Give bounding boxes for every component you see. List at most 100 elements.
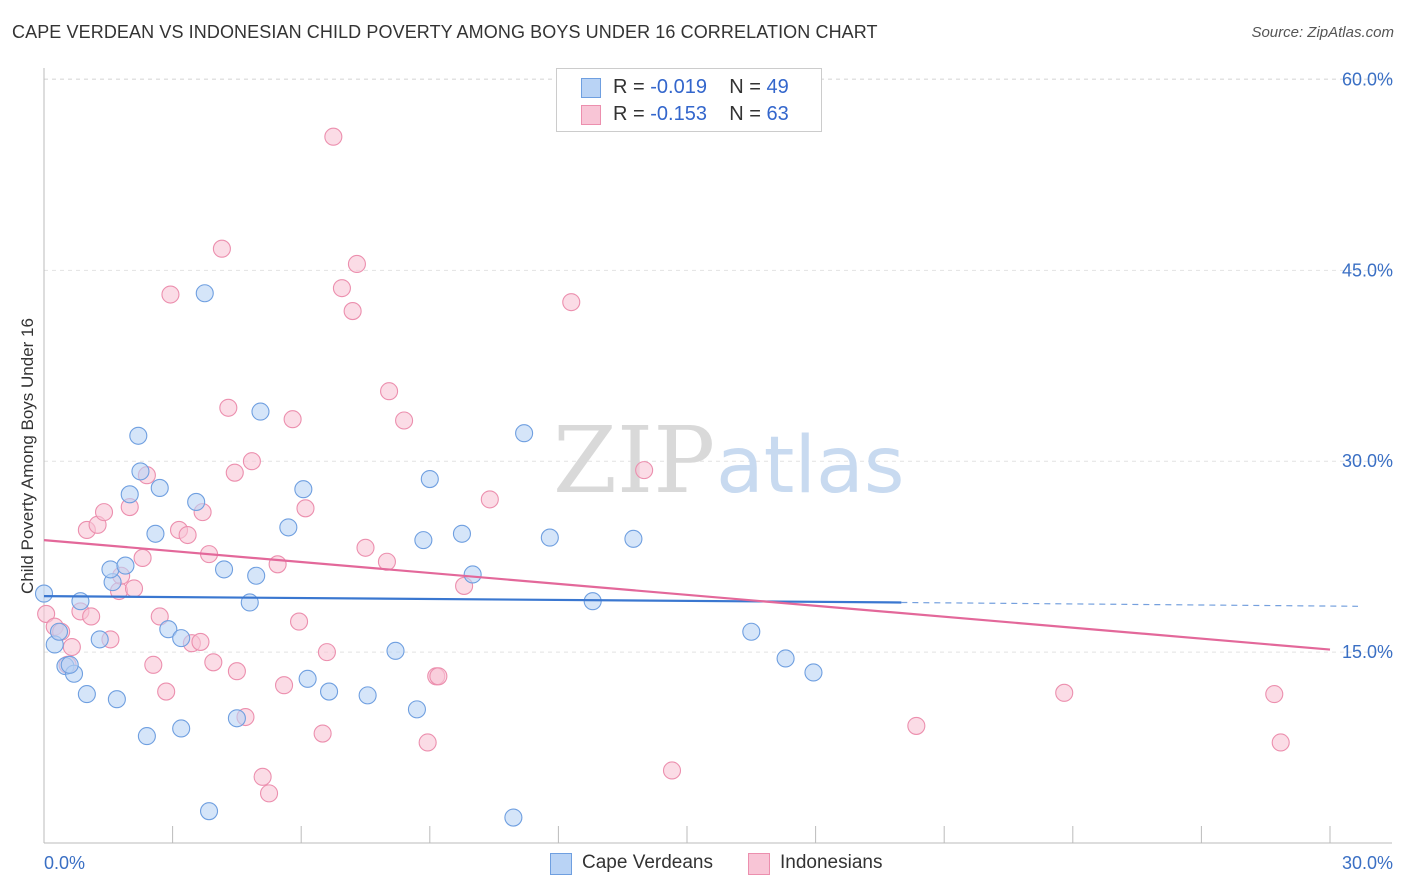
cape-verdean-point [195,284,214,303]
indonesian-point [332,279,351,298]
legend-r-value: -0.153 [650,103,707,125]
indonesian-point [418,733,437,752]
indonesian-point [268,555,287,574]
indonesian-point [62,637,81,657]
y-tick-label: 45.0% [1342,260,1393,280]
cape-verdean-point [624,529,643,548]
indonesian-point [124,579,144,598]
indonesian-point [191,632,210,651]
indonesian-point [144,655,163,674]
indonesian-point [157,682,176,701]
y-tick-labels: 15.0% 30.0% 45.0% 60.0% [1342,69,1393,662]
indonesian-point [161,285,180,304]
cape-verdean-point [199,802,219,821]
legend-r-value: -0.019 [650,76,707,98]
indonesians-points [37,127,1290,803]
cape-verdean-point [386,641,405,660]
indonesian-point [37,604,56,623]
cape-verdean-point [49,622,69,641]
indonesian-point [1055,683,1074,702]
cape-verdean-point [90,630,109,649]
cape-verdean-point [504,808,523,827]
indonesian-point [275,676,294,695]
cape-verdean-point [515,424,534,443]
watermark-atlas: atlas [716,421,905,511]
indonesian-point [380,382,399,401]
cape-verdean-point [131,462,150,481]
indonesian-point [562,293,581,312]
indonesian-point [1265,685,1284,704]
legend-r-label: R = [613,76,651,98]
indonesian-point [242,452,261,471]
indonesian-point [313,724,332,743]
chart-title: CAPE VERDEAN VS INDONESIAN CHILD POVERTY… [12,22,878,42]
cape-verdean-point [34,584,54,603]
indonesian-point [212,239,231,258]
legend-stats-blue: R = -0.019 N = 49 [613,76,789,99]
indonesian-point [259,784,279,803]
watermark-zip: ZIP [553,407,715,514]
cape-verdean-point [129,426,148,445]
indonesian-point [395,411,414,430]
cape-verdean-point [137,727,156,746]
legend-r-label: R = [613,103,651,125]
indonesian-point [225,463,244,482]
gridlines [44,78,1392,653]
bottom-legend-swatch-pink [748,853,770,875]
cape-verdean-point [420,469,439,489]
cape-verdean-point [116,556,135,575]
legend-n-label: N = [729,103,767,125]
indonesian-point [133,548,152,567]
cape-verdean-point [279,518,298,537]
legend-n-value: 63 [766,103,789,125]
indonesian-point [290,612,309,631]
indonesian-point [356,538,375,557]
y-axis-title: Child Poverty Among Boys Under 16 [18,318,37,594]
legend-stats-pink: R = -0.153 N = 63 [613,103,789,126]
legend-swatch-pink [581,105,601,125]
indonesian-point [219,398,238,417]
bottom-legend-label: Cape Verdeans [582,852,713,873]
x-tick-label: 30.0% [1342,853,1393,873]
source-label: Source: ZipAtlas.com [1251,24,1394,41]
zipatlas-watermark: ZIP atlas [553,407,905,514]
cape-verdean-point [150,478,169,498]
cape-verdean-point [251,402,270,421]
trend-lines [43,539,1359,651]
cape-verdean-point [146,524,165,543]
y-tick-label: 60.0% [1342,69,1393,89]
x-tick-labels: 0.0% 30.0% [44,853,1393,873]
cape-verdean-point [214,560,234,579]
indonesian-point [82,607,101,626]
indonesian-point [253,767,272,786]
indonesian-point [204,653,223,672]
indonesians-trend-line [43,539,1331,651]
cape-verdeans-trend-extension [901,601,1359,607]
axes [43,68,1392,844]
cape-verdean-point [452,524,472,543]
indonesian-point [347,254,366,274]
indonesian-point [1271,733,1290,752]
legend-n-value: 49 [766,76,789,98]
cape-verdean-point [294,480,313,499]
cape-verdean-point [77,685,96,704]
cape-verdean-point [540,528,559,547]
cape-verdean-point [101,560,120,579]
cape-verdean-point [414,531,433,550]
y-tick-label: 15.0% [1342,642,1393,662]
correlation-legend: R = -0.019 N = 49 R = -0.153 N = 63 [556,68,822,132]
cape-verdean-point [298,669,317,688]
indonesian-point [324,127,343,146]
cape-verdean-point [172,629,191,648]
bottom-legend-label: Indonesians [780,852,883,873]
legend-n-label: N = [729,76,767,98]
cape-verdean-point [463,565,482,584]
cape-verdeans-points [34,284,823,827]
x-tick-label: 0.0% [44,853,85,873]
cape-verdean-point [107,690,126,709]
indonesian-point [94,503,114,522]
cape-verdean-point [358,686,377,705]
indonesian-point [227,662,246,681]
indonesian-point [662,761,682,780]
indonesian-point [317,643,336,662]
